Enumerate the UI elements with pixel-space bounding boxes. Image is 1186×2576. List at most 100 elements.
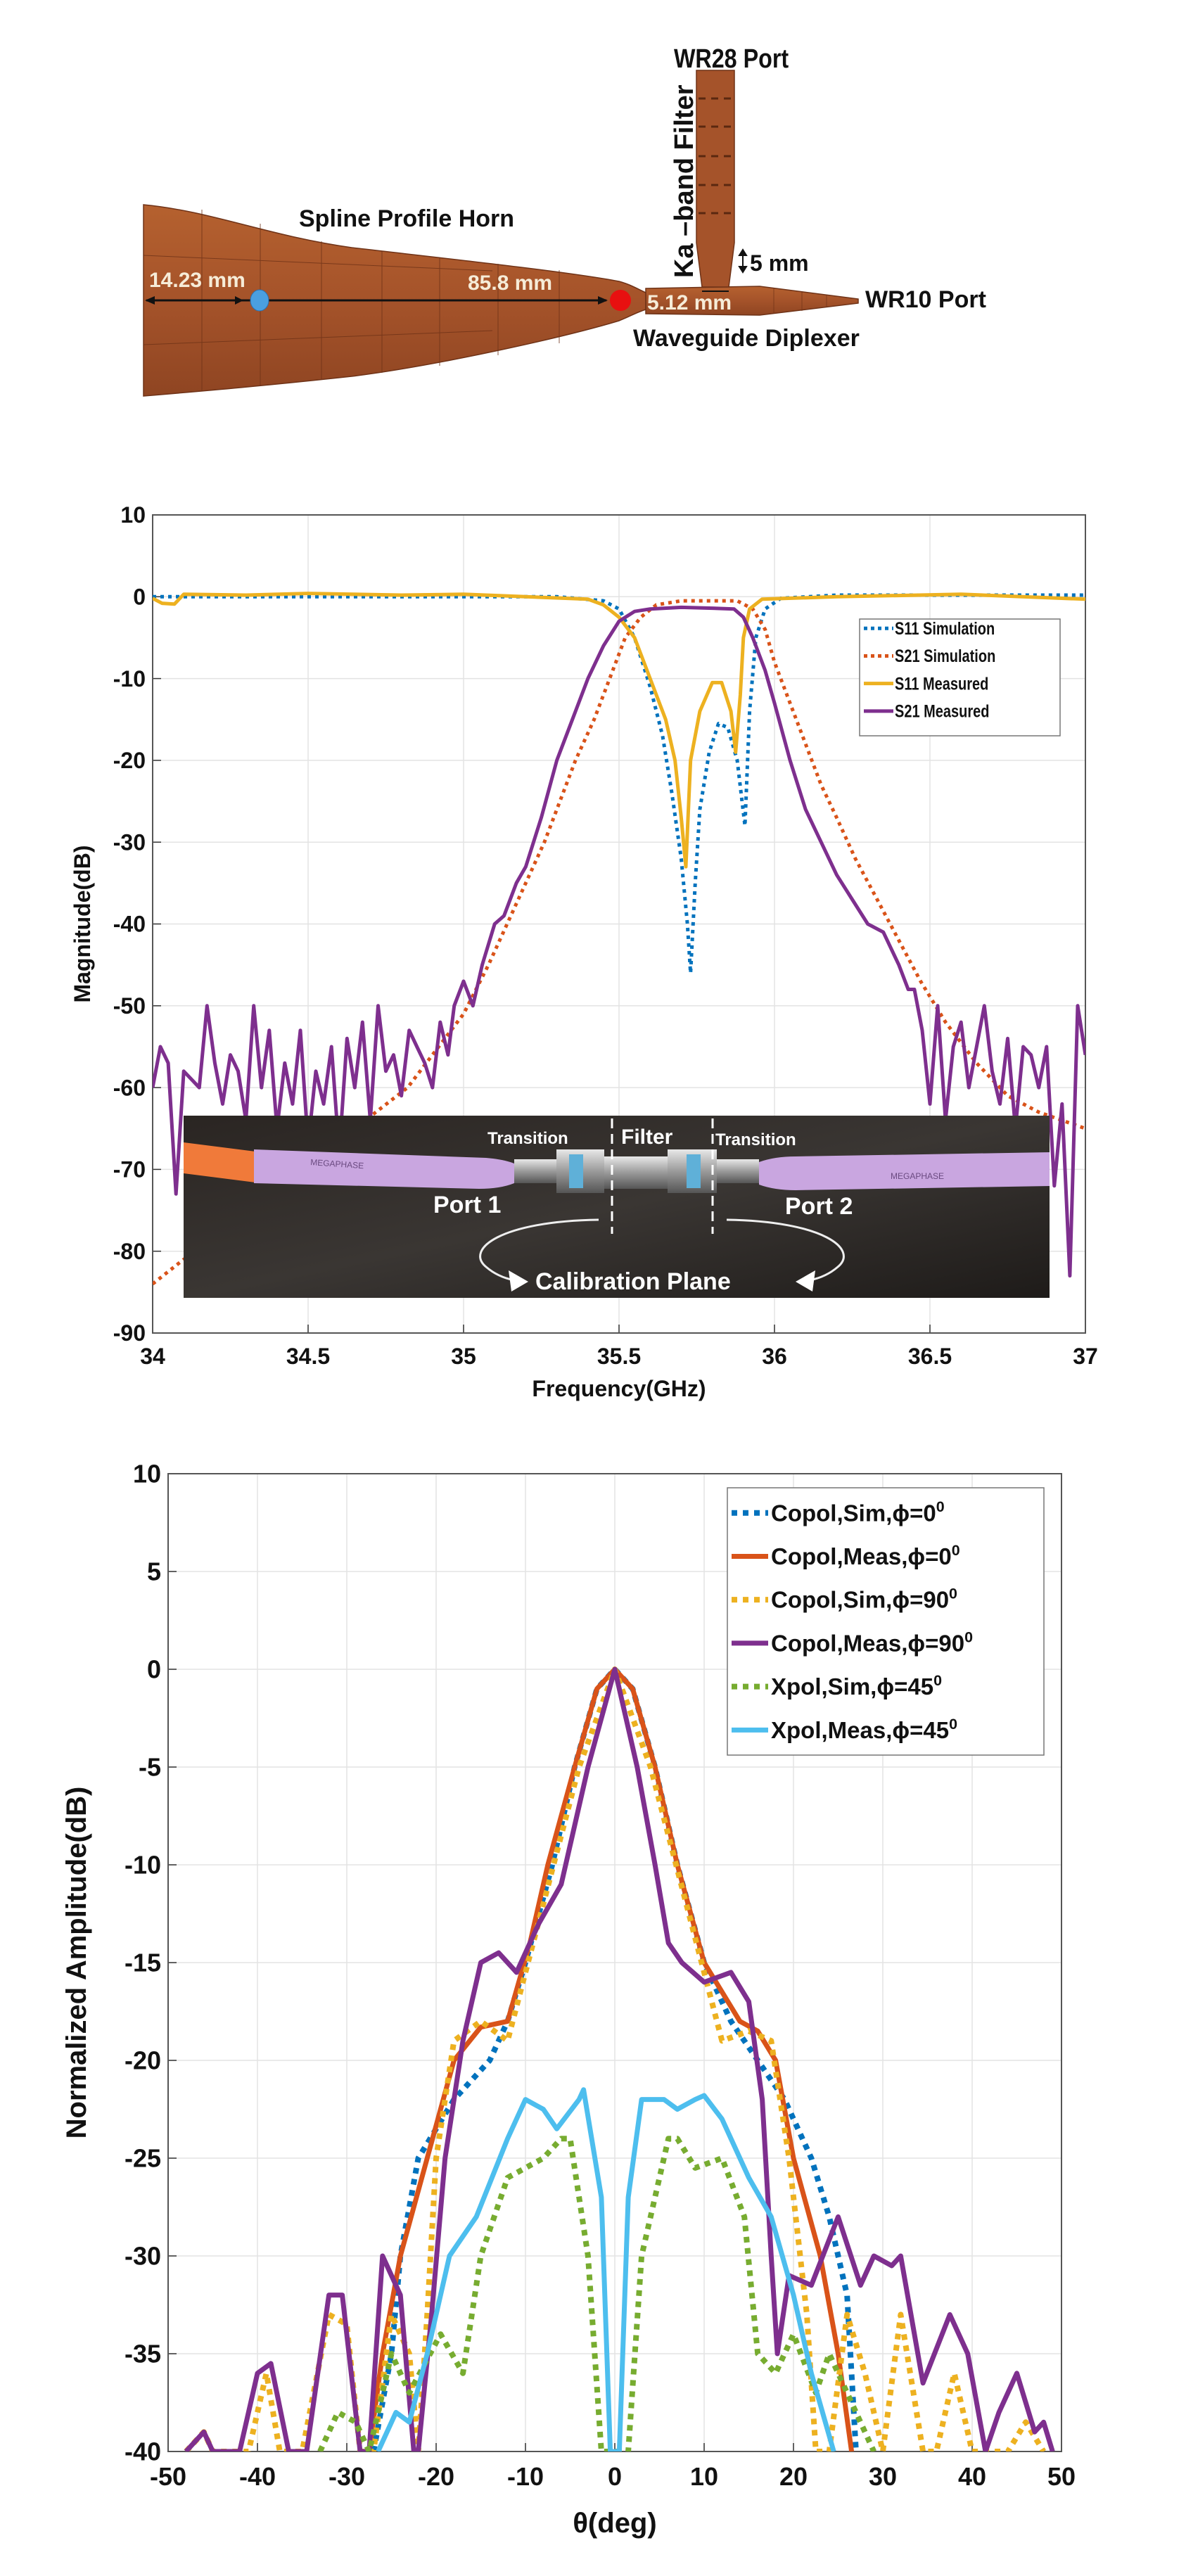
y-tick-label: 0 bbox=[133, 585, 146, 610]
x-tick-label: 40 bbox=[958, 2462, 986, 2491]
series-line-copol-sim-0 bbox=[371, 1666, 859, 2451]
series-line-copol-sim-90 bbox=[184, 1666, 1047, 2451]
x-tick-label: 35 bbox=[451, 1344, 476, 1369]
y-tick-label: -5 bbox=[139, 1753, 161, 1782]
x-axis-label: θ(deg) bbox=[573, 2508, 656, 2539]
y-tick-label: -35 bbox=[125, 2340, 161, 2368]
y-tick-label: -10 bbox=[113, 666, 146, 691]
y-axis-label: Magnitude(dB) bbox=[70, 846, 95, 1003]
y-tick-label: -10 bbox=[125, 1851, 161, 1880]
calibration-arc-right bbox=[726, 1218, 845, 1282]
legend-entry-label: S21 Simulation bbox=[895, 646, 995, 666]
series-line-xpol-sim-45 bbox=[317, 2136, 876, 2451]
y-tick-label: -80 bbox=[113, 1239, 146, 1264]
series-line-xpol-meas-45 bbox=[376, 2087, 836, 2451]
cable-right-lilac bbox=[759, 1152, 1050, 1190]
port2-label: Port 2 bbox=[785, 1193, 853, 1220]
x-tick-label: 34 bbox=[140, 1344, 165, 1369]
transition-right-label: Transition bbox=[715, 1130, 796, 1149]
calibration-plane-label: Calibration Plane bbox=[535, 1268, 731, 1295]
diplexer-label: Waveguide Diplexer bbox=[633, 325, 860, 352]
x-tick-label: -10 bbox=[507, 2462, 544, 2491]
y-tick-label: -40 bbox=[113, 912, 146, 937]
y-tick-label: -20 bbox=[125, 2046, 161, 2075]
legend-degree-superscript: 0 bbox=[933, 1672, 942, 1689]
transition-left-label: Transition bbox=[487, 1129, 568, 1148]
phase-center-marker-blue bbox=[250, 289, 269, 312]
x-tick-label: -50 bbox=[150, 2462, 186, 2491]
x-tick-label: 36 bbox=[762, 1344, 787, 1369]
x-tick-label: 36.5 bbox=[908, 1344, 952, 1369]
legend-degree-superscript: 0 bbox=[952, 1542, 960, 1559]
x-tick-label: -20 bbox=[418, 2462, 454, 2491]
x-tick-label: 37 bbox=[1073, 1344, 1098, 1369]
x-axis-label: Frequency(GHz) bbox=[532, 1376, 706, 1401]
y-tick-label: -15 bbox=[125, 1949, 161, 1977]
horn-segment-lines bbox=[143, 210, 560, 391]
connector-left bbox=[514, 1159, 556, 1183]
filter-body bbox=[604, 1156, 668, 1189]
x-tick-label: 34.5 bbox=[286, 1344, 330, 1369]
y-tick-label: -30 bbox=[125, 2242, 161, 2271]
x-tick-label: -40 bbox=[239, 2462, 276, 2491]
legend-entry-label: S21 Measured bbox=[895, 702, 989, 722]
test-setup-photo-inset: MEGAPHASE MEGAPHASE Transition Filter Tr… bbox=[184, 1116, 1050, 1298]
filter-label: Ka –band Filter bbox=[670, 84, 699, 278]
length-dimension: 85.8 mm bbox=[468, 272, 552, 295]
wr28-port-label: WR28 Port bbox=[674, 44, 789, 74]
y-tick-label: -60 bbox=[113, 1075, 146, 1100]
legend-box bbox=[859, 618, 1061, 737]
legend-entry-label: Copol,Meas,ϕ=00 bbox=[771, 1542, 960, 1569]
wr10-port-label: WR10 Port bbox=[865, 286, 986, 313]
legend-degree-superscript: 0 bbox=[949, 1716, 957, 1733]
legend-box bbox=[727, 1487, 1045, 1756]
cable-brand-left: MEGAPHASE bbox=[310, 1157, 364, 1171]
y-tick-label: 10 bbox=[120, 502, 146, 528]
phase-center-marker-red bbox=[610, 290, 631, 311]
y-tick-label: -90 bbox=[113, 1320, 146, 1346]
x-tick-label: 50 bbox=[1047, 2462, 1076, 2491]
legend: S11 Simulation S21 Simulation S11 Measured… bbox=[859, 618, 1061, 737]
y-tick-label: -50 bbox=[113, 993, 146, 1019]
connector-right bbox=[717, 1159, 759, 1183]
series-line-s21-measured bbox=[153, 605, 1085, 1278]
legend-entry-label: Xpol,Sim,ϕ=450 bbox=[771, 1672, 942, 1700]
cable-left-lilac bbox=[254, 1149, 514, 1189]
step-dimension: 5 mm bbox=[750, 250, 809, 276]
legend-entry-label: Copol,Sim,ϕ=900 bbox=[771, 1586, 957, 1613]
y-tick-label: -40 bbox=[125, 2437, 161, 2466]
y-tick-label: -30 bbox=[113, 829, 146, 855]
legend-entry-label: Xpol,Meas,ϕ=450 bbox=[771, 1716, 957, 1743]
arrow-left-icon bbox=[796, 1270, 815, 1292]
legend-entry-label: S11 Simulation bbox=[895, 619, 995, 639]
diplexer-width-dimension: 5.12 mm bbox=[647, 291, 732, 314]
horn-label: Spline Profile Horn bbox=[299, 205, 514, 232]
legend-entry-label: Copol,Meas,ϕ=900 bbox=[771, 1628, 973, 1656]
filter-iris-marks bbox=[699, 97, 733, 215]
y-tick-label: 5 bbox=[147, 1557, 161, 1586]
x-tick-label: 30 bbox=[869, 2462, 897, 2491]
x-tick-label: -30 bbox=[329, 2462, 365, 2491]
ka-band-filter bbox=[696, 70, 735, 288]
calibration-arc-left bbox=[479, 1218, 599, 1282]
legend-entry-label: Copol,Sim,ϕ=00 bbox=[771, 1498, 945, 1526]
x-tick-label: 10 bbox=[690, 2462, 718, 2491]
x-tick-label: 35.5 bbox=[597, 1344, 641, 1369]
filter-label: Filter bbox=[621, 1126, 673, 1149]
y-axis-label: Normalized Amplitude(dB) bbox=[61, 1787, 92, 2139]
y-tick-label: -20 bbox=[113, 748, 146, 773]
horn-diplexer-diagram: WR28 Port Ka –band Filter Spline Profile… bbox=[143, 44, 986, 397]
y-tick-label: -70 bbox=[113, 1157, 146, 1182]
legend-degree-superscript: 0 bbox=[964, 1628, 973, 1645]
cable-left-orange bbox=[184, 1142, 261, 1183]
y-tick-label: 10 bbox=[133, 1460, 161, 1488]
series-group bbox=[153, 592, 1085, 1286]
legend-degree-superscript: 0 bbox=[936, 1498, 945, 1515]
aperture-dimension: 14.23 mm bbox=[149, 269, 246, 292]
y-tick-label: 0 bbox=[147, 1655, 161, 1684]
series-line-s11-measured bbox=[153, 592, 1085, 869]
series-group bbox=[184, 1666, 1055, 2451]
series-line-copol-meas-90 bbox=[184, 1666, 1055, 2451]
x-tick-label: 0 bbox=[608, 2462, 622, 2491]
